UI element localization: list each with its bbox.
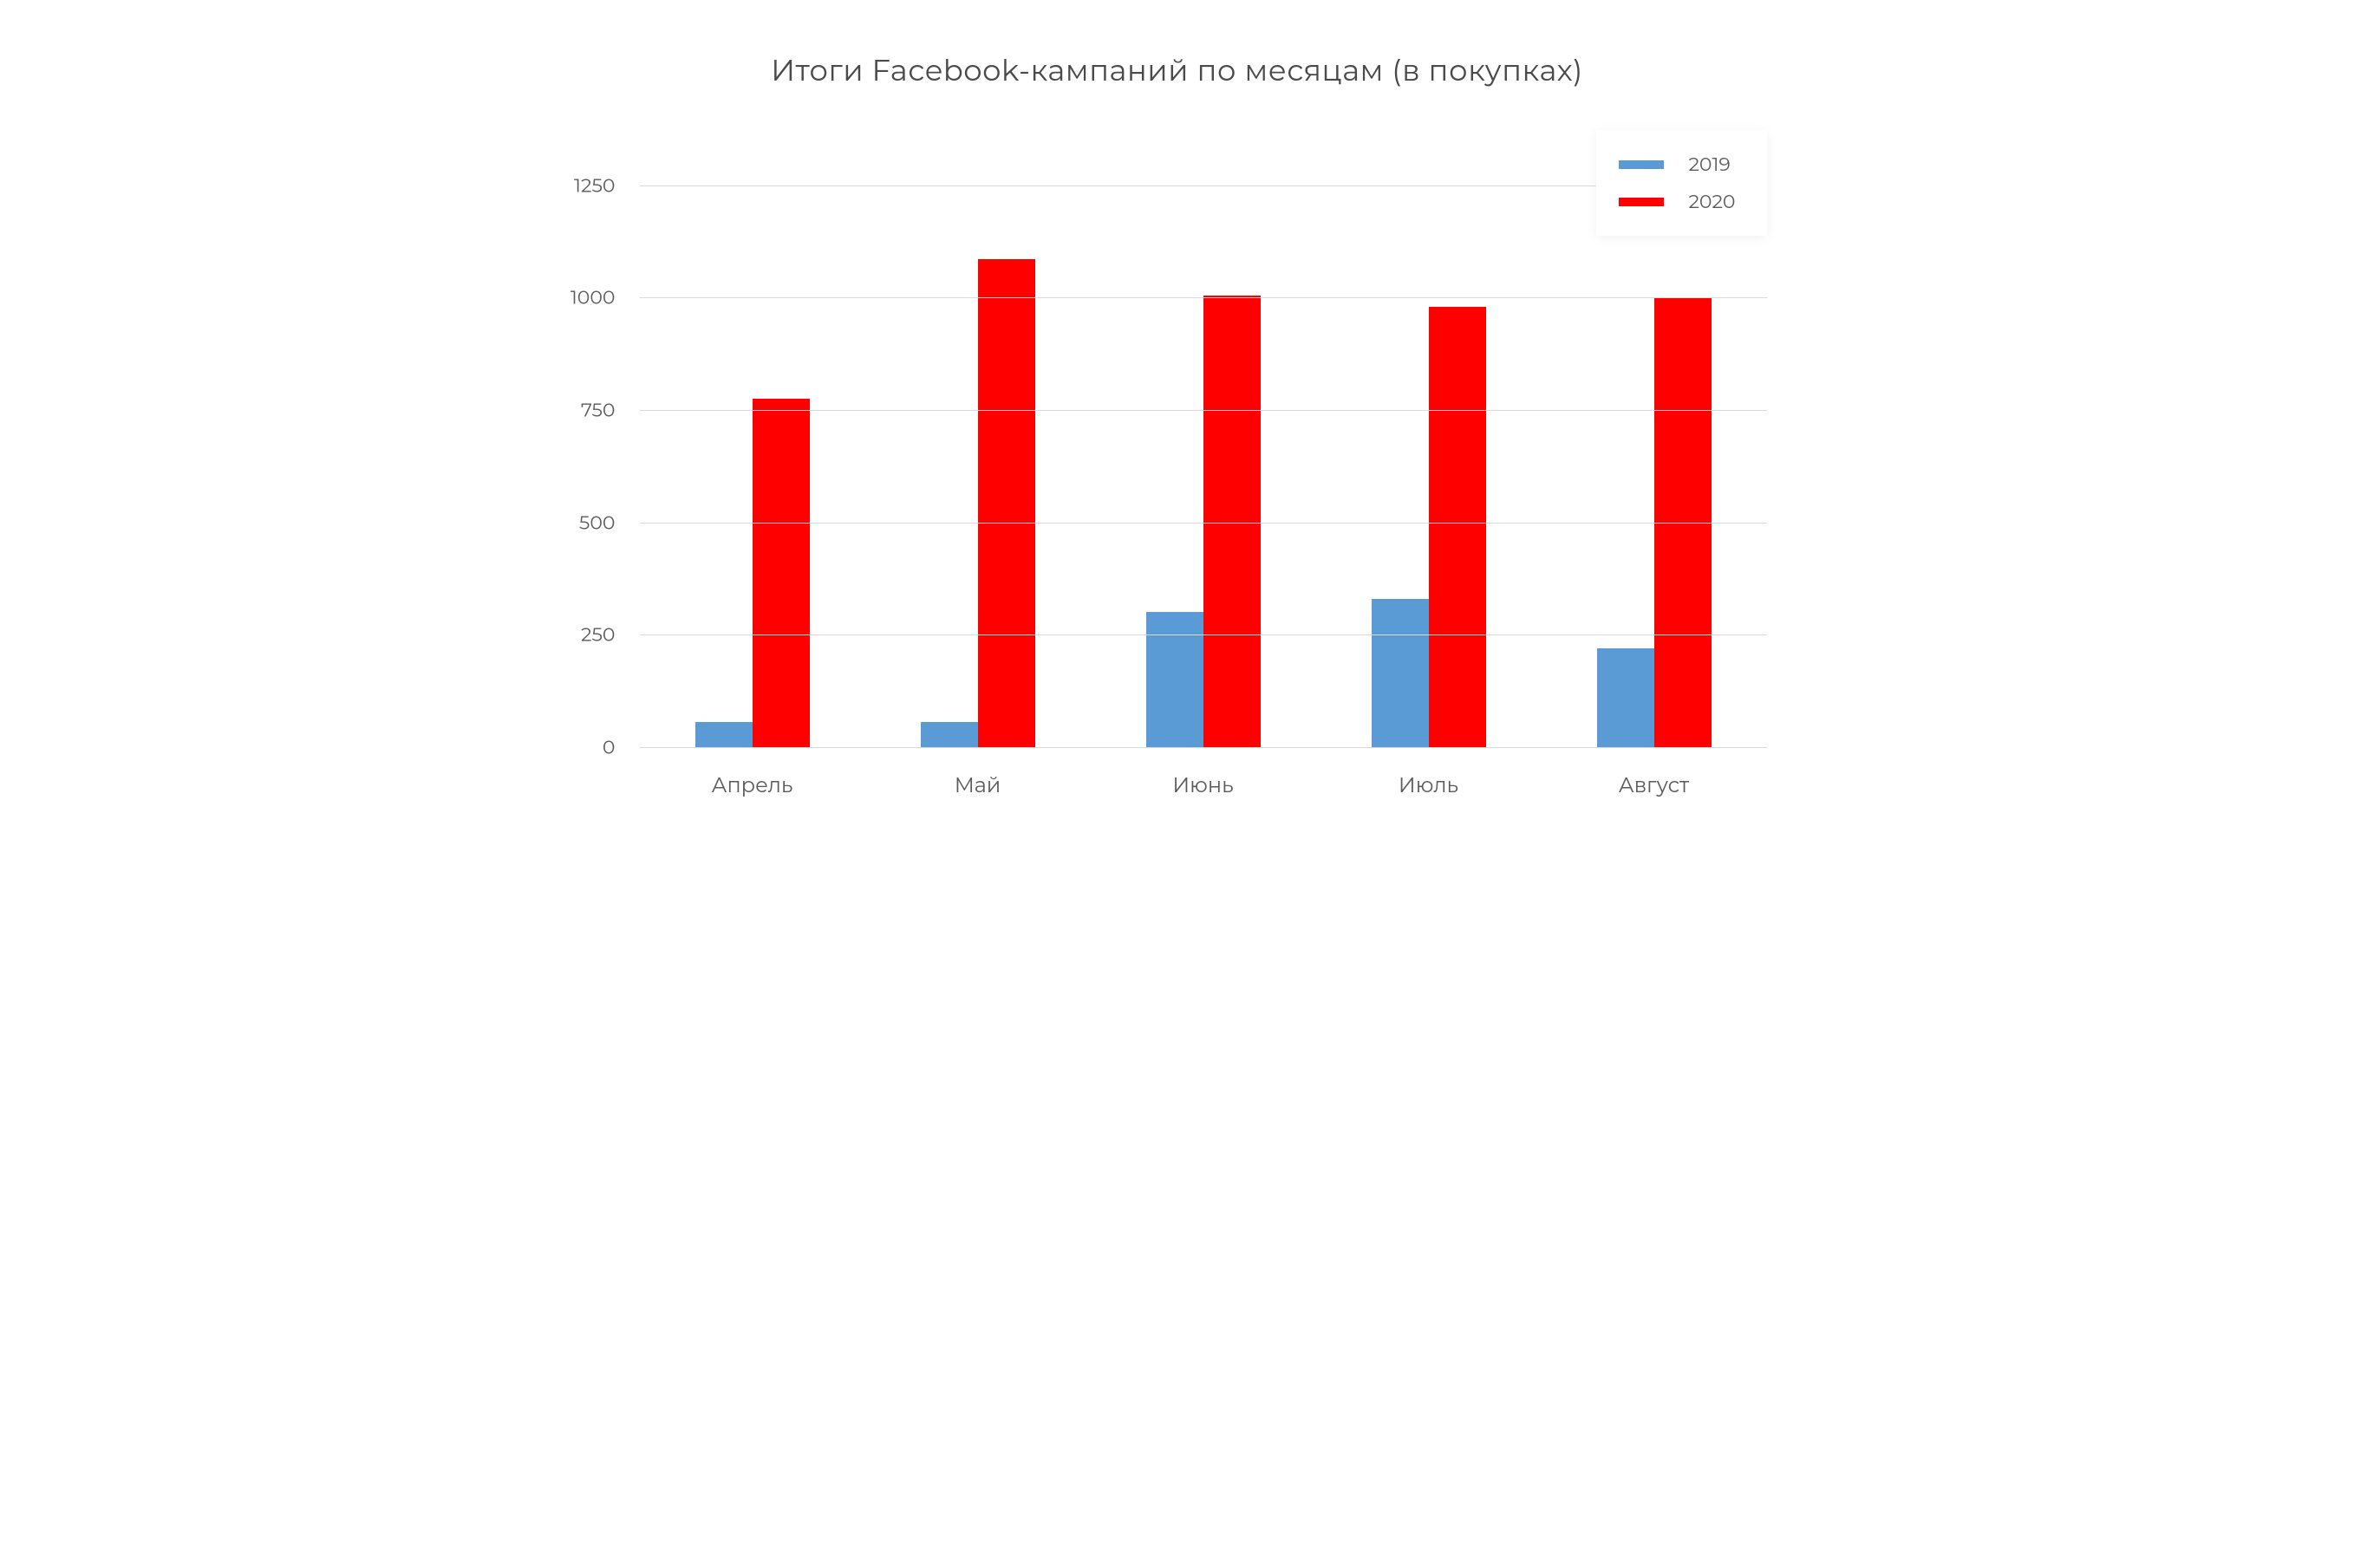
y-axis: 025050075010001250: [553, 140, 631, 747]
grid-line: [640, 634, 1767, 635]
y-tick-label: 250: [553, 623, 631, 647]
y-tick-label: 0: [553, 736, 631, 759]
y-tick-label: 1000: [553, 286, 631, 309]
bar-group: [651, 399, 854, 747]
chart-container: Итоги Facebook-кампаний по месяцам (в по…: [501, 0, 1854, 901]
y-tick-label: 1250: [553, 173, 631, 197]
bar: [695, 722, 753, 747]
legend-label-2020: 2020: [1688, 190, 1735, 213]
bar: [1597, 648, 1654, 747]
legend-item-2020: 2020: [1619, 183, 1735, 220]
bar: [753, 399, 810, 747]
x-tick-label: Май: [877, 773, 1079, 798]
bar: [1203, 296, 1261, 747]
legend-label-2019: 2019: [1688, 153, 1730, 176]
x-axis-labels: Апрель Май Июнь Июль Август: [640, 773, 1767, 798]
legend-item-2019: 2019: [1619, 146, 1735, 183]
grid-line: [640, 523, 1767, 524]
x-tick-label: Июнь: [1102, 773, 1305, 798]
bar-group: [877, 259, 1079, 747]
chart-title: Итоги Facebook-кампаний по месяцам (в по…: [553, 52, 1802, 88]
bar: [921, 722, 978, 747]
bar: [978, 259, 1035, 747]
y-tick-label: 750: [553, 399, 631, 422]
bar: [1372, 599, 1429, 747]
legend-swatch-2020: [1619, 198, 1664, 206]
y-tick-label: 500: [553, 511, 631, 534]
grid-line: [640, 747, 1767, 748]
grid-line: [640, 297, 1767, 298]
grid-line: [640, 410, 1767, 411]
x-tick-label: Июль: [1327, 773, 1530, 798]
x-tick-label: Апрель: [651, 773, 854, 798]
bar-group: [1102, 296, 1305, 747]
bar: [1146, 612, 1203, 747]
bar: [1429, 307, 1486, 747]
legend-swatch-2019: [1619, 160, 1664, 169]
legend: 2019 2020: [1596, 130, 1766, 236]
bar-group: [1327, 307, 1530, 747]
x-tick-label: Август: [1553, 773, 1756, 798]
